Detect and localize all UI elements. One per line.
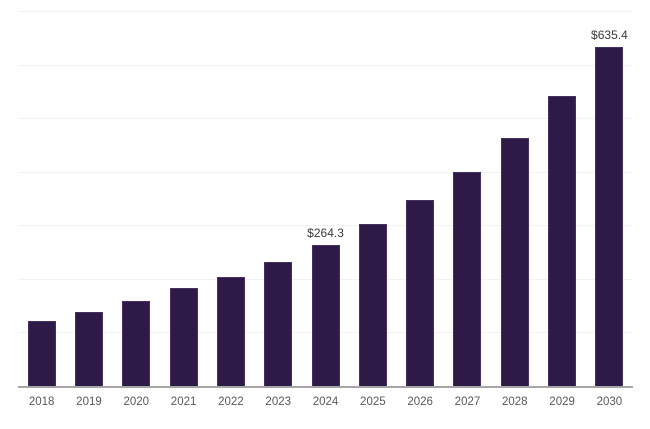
data-label-2024: $264.3 (307, 226, 344, 241)
x-tick-label-2029: 2029 (549, 396, 575, 408)
bar-2028 (500, 137, 529, 387)
x-tick-label-2021: 2021 (170, 396, 197, 408)
bar-2029 (548, 95, 577, 387)
x-tick-label-2028: 2028 (501, 396, 528, 408)
bar-slot-2021 (160, 0, 207, 387)
gridline-600 (18, 64, 633, 66)
x-axis-line (18, 386, 633, 388)
bar-slot-2027 (444, 0, 491, 387)
bar-slot-2030: $635.4 (586, 0, 633, 387)
bar-slot-2018 (18, 0, 65, 387)
x-axis-labels: 2018 2019 2020 2021 2022 2023 2024 2025 2026 2027… (18, 396, 633, 408)
x-tick-label-2027: 2027 (454, 396, 481, 408)
x-tick-label-2019: 2019 (76, 396, 102, 408)
bar-slot-2029 (538, 0, 585, 387)
bar-slot-2023 (255, 0, 302, 387)
gridline-400 (18, 171, 633, 173)
bar-slot-2026 (397, 0, 444, 387)
x-tick-label-2026: 2026 (407, 396, 433, 408)
bar-2024 (311, 245, 340, 387)
x-tick-label-2030: 2030 (596, 396, 623, 408)
bar-slot-2025 (349, 0, 396, 387)
gridline-300 (18, 225, 633, 227)
x-tick-label-2024: 2024 (312, 396, 339, 408)
gridline-700 (18, 11, 633, 12)
x-tick-label-2018: 2018 (28, 396, 55, 408)
gridline-500 (18, 118, 633, 120)
bar-2022 (216, 276, 245, 387)
x-tick-label-2020: 2020 (123, 396, 150, 408)
bar-2020 (122, 300, 151, 387)
bar-slot-2024: $264.3 (302, 0, 349, 387)
bar-2021 (169, 287, 198, 387)
data-label-2030: $635.4 (591, 27, 628, 42)
bar-2019 (74, 311, 103, 387)
bar-2018 (27, 320, 56, 387)
bar-2023 (264, 261, 293, 387)
bar-2030 (595, 46, 624, 387)
bar-slot-2020 (113, 0, 160, 387)
plot-area: $264.3 $635.4 (18, 0, 633, 388)
bar-2026 (406, 199, 435, 387)
x-tick-label-2023: 2023 (265, 396, 292, 408)
x-tick-label-2025: 2025 (360, 396, 386, 408)
bar-2025 (358, 223, 387, 387)
bar-slot-2028 (491, 0, 538, 387)
bars: $264.3 $635.4 (18, 0, 633, 387)
bar-2027 (453, 171, 482, 387)
x-tick-label-2022: 2022 (218, 396, 244, 408)
bar-slot-2019 (65, 0, 112, 387)
bar-slot-2022 (207, 0, 254, 387)
